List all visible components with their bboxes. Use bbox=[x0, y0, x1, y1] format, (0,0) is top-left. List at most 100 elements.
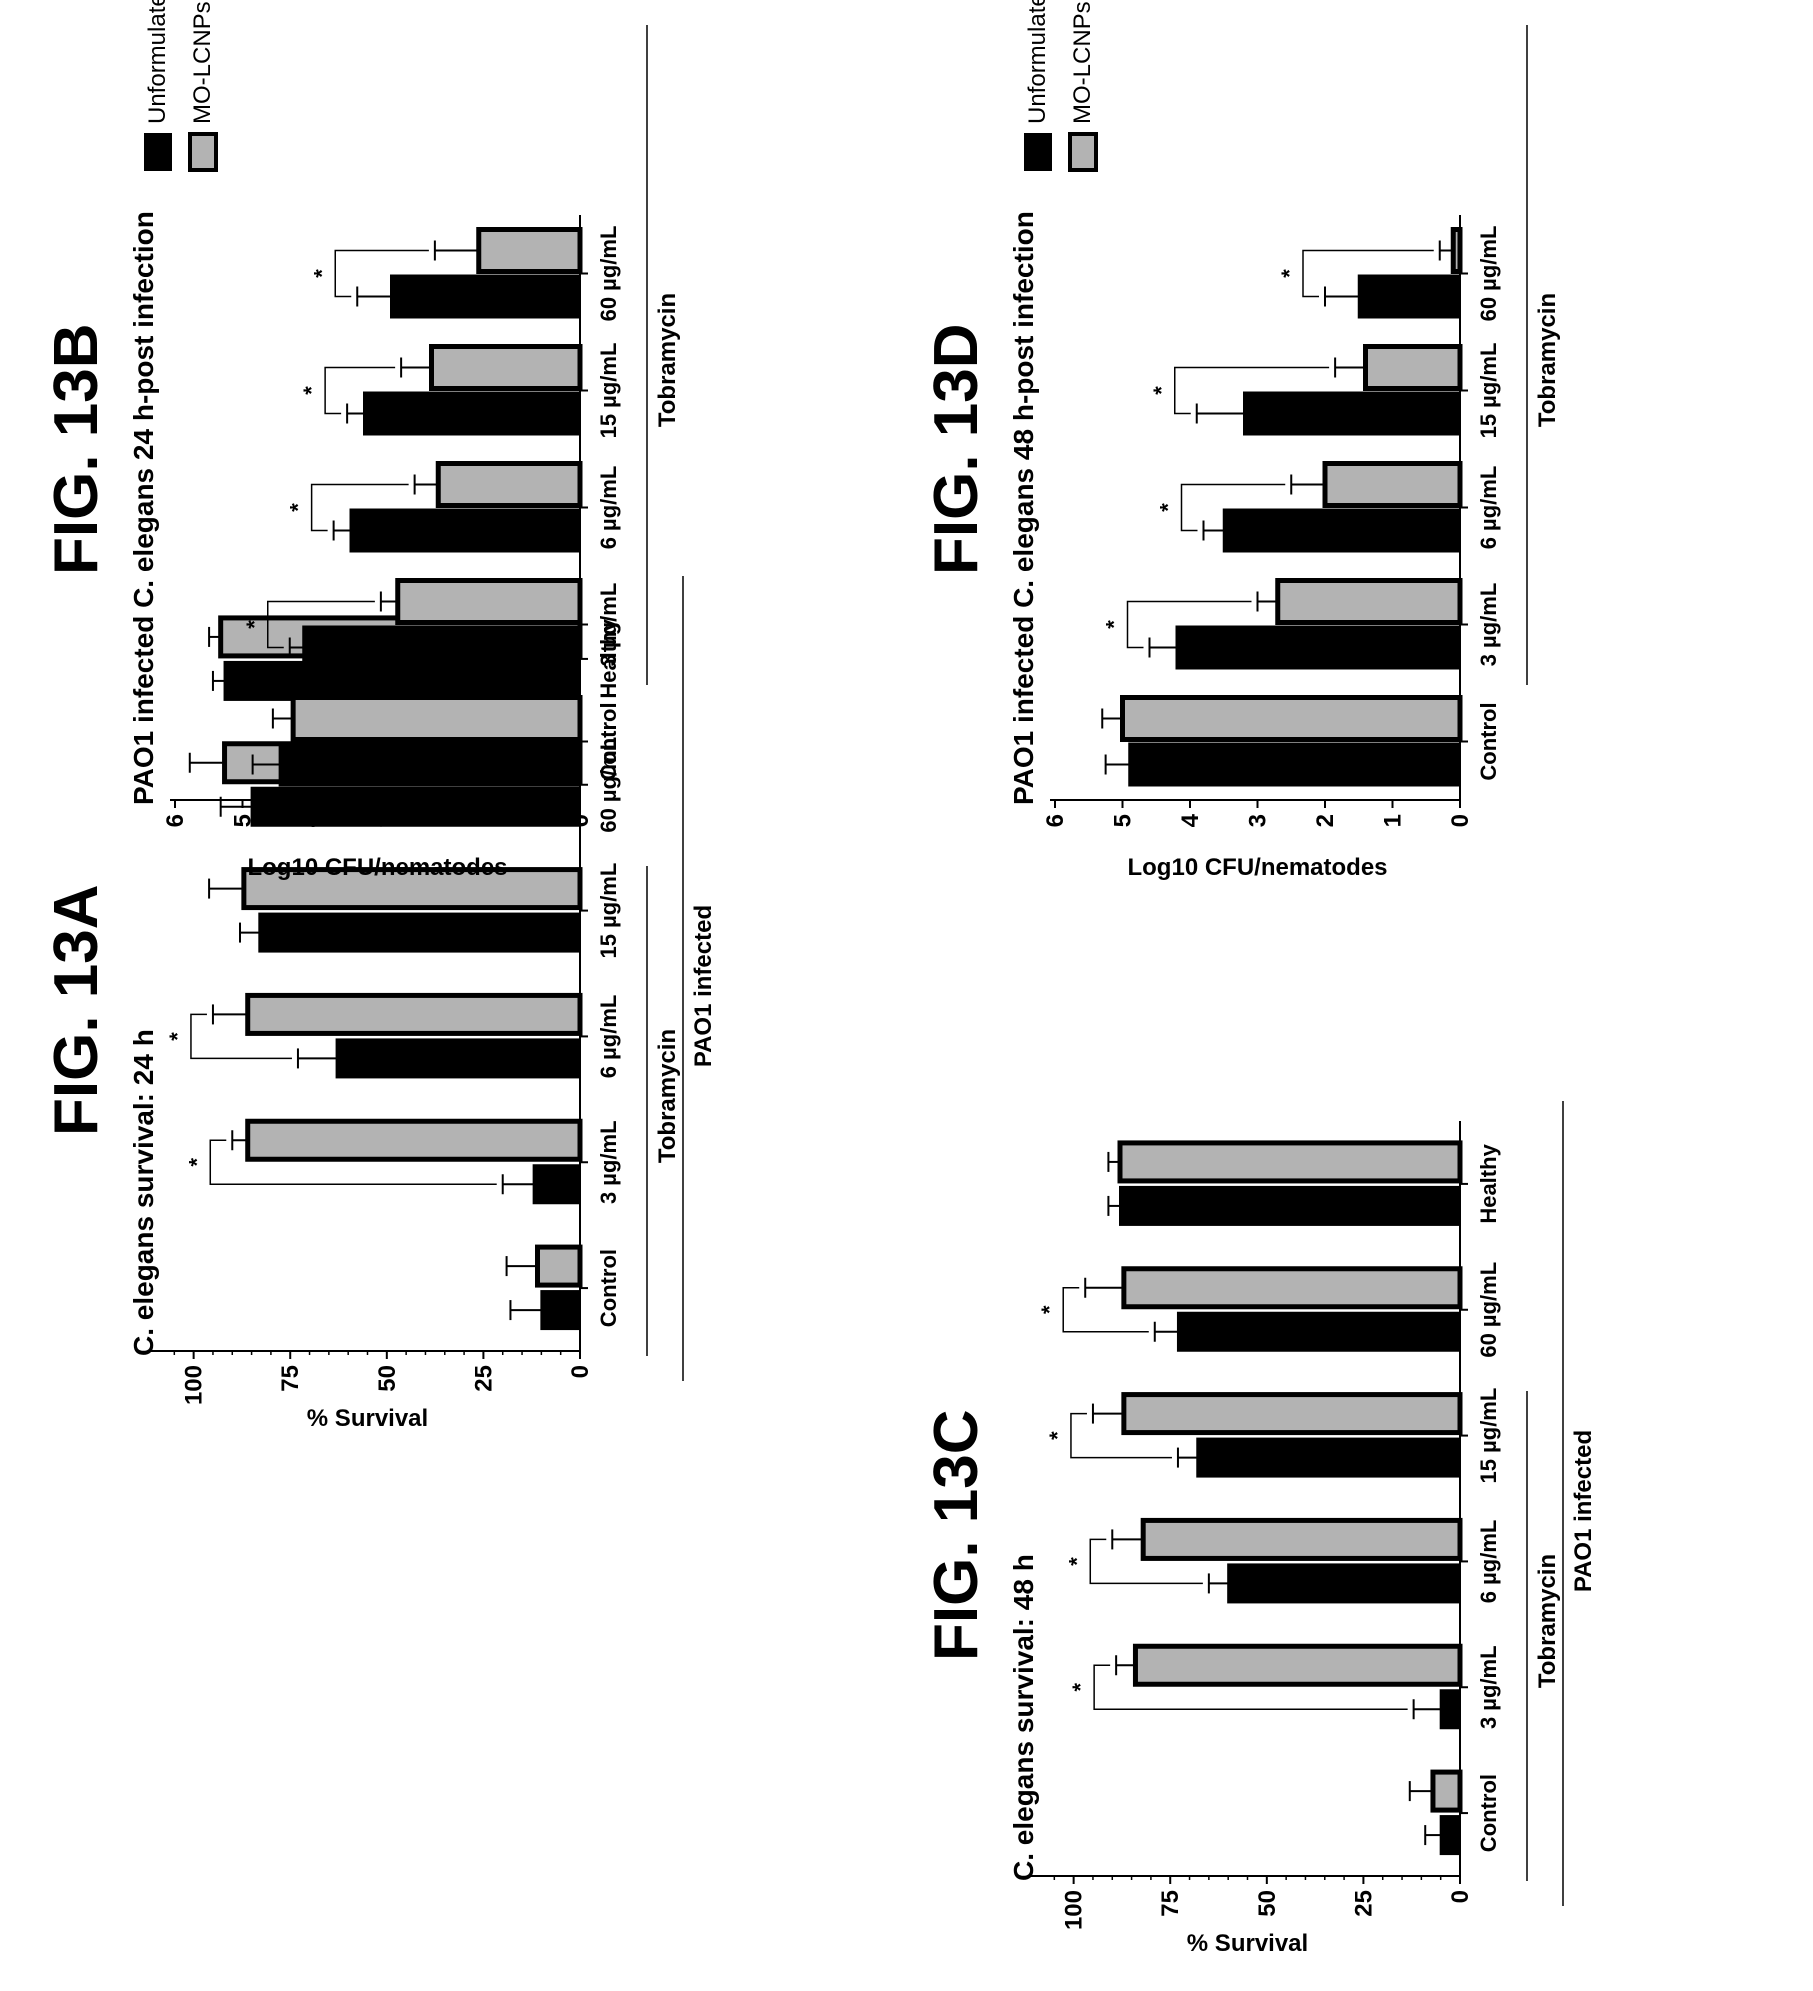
panel-13d: FIG. 13D PAO1 infected C. elegans 48 h-p… bbox=[915, 0, 1695, 905]
bar-mo-lcnps bbox=[476, 227, 583, 274]
chart-13b: FIG. 13B PAO1 infected C. elegans 24 h-p… bbox=[42, 0, 681, 881]
bar-unformulated bbox=[1439, 1815, 1462, 1856]
significance-bracket bbox=[1180, 483, 1286, 532]
y-tick-label: 0 bbox=[1447, 1890, 1474, 1903]
x-tick-label: 6 µg/mL bbox=[1476, 1520, 1501, 1604]
group-label-tobramycin: Tobramycin bbox=[1534, 1554, 1561, 1688]
bar-unformulated bbox=[258, 912, 581, 953]
significance-star: * bbox=[309, 269, 334, 278]
fig-label: FIG. 13B bbox=[42, 323, 111, 575]
bar-mo-lcnps bbox=[1275, 578, 1463, 625]
bar-mo-lcnps bbox=[1430, 1769, 1463, 1813]
bar-mo-lcnps bbox=[1120, 695, 1463, 742]
significance-bracket bbox=[1089, 1538, 1203, 1585]
x-tick-label: 60 µg/mL bbox=[596, 737, 621, 833]
bar-mo-lcnps bbox=[395, 578, 583, 625]
x-tick-label: 3 µg/mL bbox=[596, 1120, 621, 1204]
chart-title: C. elegans survival: 24 h bbox=[128, 1029, 159, 1356]
significance-star: * bbox=[1045, 1431, 1070, 1440]
x-tick-label: 3 µg/mL bbox=[596, 583, 621, 667]
bar-unformulated bbox=[278, 742, 581, 787]
bar-unformulated bbox=[1227, 1563, 1461, 1604]
bar-mo-lcnps bbox=[1140, 1517, 1463, 1561]
fig-label: FIG. 13C bbox=[922, 1409, 991, 1661]
panel-13c: FIG. 13C C. elegans survival: 48 h % Sur… bbox=[915, 1081, 1695, 1981]
significance-star: * bbox=[1037, 1305, 1062, 1314]
y-tick-label: 2 bbox=[432, 814, 459, 827]
x-tick-label: 15 µg/mL bbox=[1476, 343, 1501, 439]
bar-unformulated bbox=[1439, 1689, 1462, 1730]
bar-unformulated bbox=[540, 1290, 582, 1331]
bar-mo-lcnps bbox=[1117, 1140, 1463, 1184]
significance-bracket bbox=[209, 1139, 497, 1185]
significance-star: * bbox=[1156, 503, 1181, 512]
x-tick-label: 15 µg/mL bbox=[596, 343, 621, 439]
bar-unformulated bbox=[363, 391, 581, 436]
group-label-tobramycin: Tobramycin bbox=[654, 1029, 681, 1163]
legend-label-unformulated: Unformulated bbox=[1024, 0, 1051, 124]
x-tick-label: Healthy bbox=[596, 618, 621, 698]
bar-mo-lcnps bbox=[245, 992, 583, 1036]
bar-unformulated bbox=[302, 625, 581, 670]
significance-bracket bbox=[1126, 600, 1252, 649]
significance-star: * bbox=[299, 386, 324, 395]
bar-mo-lcnps bbox=[1132, 1643, 1463, 1687]
significance-bracket bbox=[324, 366, 396, 415]
bar-unformulated bbox=[1176, 1311, 1461, 1352]
y-tick-label: 6 bbox=[162, 814, 189, 827]
legend-swatch-mo-lcnps bbox=[1068, 132, 1098, 172]
y-tick-label: 100 bbox=[1061, 1890, 1088, 1930]
bar-unformulated bbox=[390, 274, 581, 319]
significance-bracket bbox=[1062, 1287, 1149, 1333]
y-tick-label: 75 bbox=[277, 1365, 304, 1392]
y-tick-label: 100 bbox=[181, 1365, 208, 1405]
y-axis-label: Log10 CFU/nematodes bbox=[1127, 854, 1387, 881]
significance-star: * bbox=[184, 1158, 209, 1167]
y-tick-label: 25 bbox=[1350, 1890, 1377, 1917]
chart-title: PAO1 infected C. elegans 48 h-post infec… bbox=[1008, 211, 1039, 805]
significance-star: * bbox=[1064, 1557, 1089, 1566]
y-tick-label: 4 bbox=[1177, 813, 1204, 827]
x-tick-label: Healthy bbox=[1476, 1143, 1501, 1223]
legend: Unformulated MO-LCNPs bbox=[1024, 0, 1098, 172]
y-tick-label: 25 bbox=[470, 1365, 497, 1392]
bar-unformulated bbox=[1243, 391, 1461, 436]
legend-swatch-mo-lcnps bbox=[188, 132, 218, 172]
bar-mo-lcnps bbox=[290, 695, 583, 742]
bar-unformulated bbox=[1119, 1185, 1461, 1226]
y-axis-label: % Survival bbox=[1187, 1930, 1308, 1957]
significance-star: * bbox=[1149, 386, 1174, 395]
chart-title: PAO1 infected C. elegans 24 h-post infec… bbox=[128, 211, 159, 805]
bar-unformulated bbox=[532, 1164, 581, 1205]
legend-swatch-unformulated bbox=[1024, 133, 1052, 171]
bar-mo-lcnps bbox=[535, 1244, 583, 1288]
significance-bracket bbox=[190, 1013, 292, 1060]
bar-unformulated bbox=[1175, 625, 1461, 670]
bar-mo-lcnps bbox=[1121, 1266, 1463, 1310]
plot-area: 0 1 2 3 4 5 6 Control 3 µg/mL * 6 µg/mL * 15 µg/mL * 6… bbox=[162, 25, 648, 827]
legend: Unformulated MO-LCNPs bbox=[144, 0, 218, 172]
x-tick-label: 3 µg/mL bbox=[1476, 1645, 1501, 1729]
significance-star: * bbox=[286, 503, 311, 512]
x-tick-label: Control bbox=[596, 1249, 621, 1327]
y-axis-label: Log10 CFU/nematodes bbox=[247, 854, 507, 881]
significance-bracket bbox=[334, 249, 429, 298]
bar-mo-lcnps bbox=[1450, 227, 1463, 274]
x-tick-label: 15 µg/mL bbox=[1476, 1388, 1501, 1484]
bar-unformulated bbox=[1128, 742, 1461, 787]
chart-title: C. elegans survival: 48 h bbox=[1008, 1554, 1039, 1881]
significance-star: * bbox=[1068, 1683, 1093, 1692]
legend-label-mo-lcnps: MO-LCNPs bbox=[1069, 1, 1096, 124]
x-tick-label: 60 µg/mL bbox=[1476, 226, 1501, 322]
bar-mo-lcnps bbox=[1322, 461, 1463, 508]
y-tick-label: 4 bbox=[297, 813, 324, 827]
significance-star: * bbox=[165, 1032, 190, 1041]
x-tick-label: Control bbox=[596, 702, 621, 780]
significance-star: * bbox=[1277, 269, 1302, 278]
y-tick-label: 0 bbox=[1447, 814, 1474, 827]
group-label-tobramycin: Tobramycin bbox=[654, 293, 681, 427]
fig-label: FIG. 13A bbox=[42, 884, 111, 1136]
bar-mo-lcnps bbox=[1363, 344, 1463, 391]
y-tick-label: 1 bbox=[500, 814, 527, 827]
fig-label: FIG. 13D bbox=[922, 323, 991, 575]
